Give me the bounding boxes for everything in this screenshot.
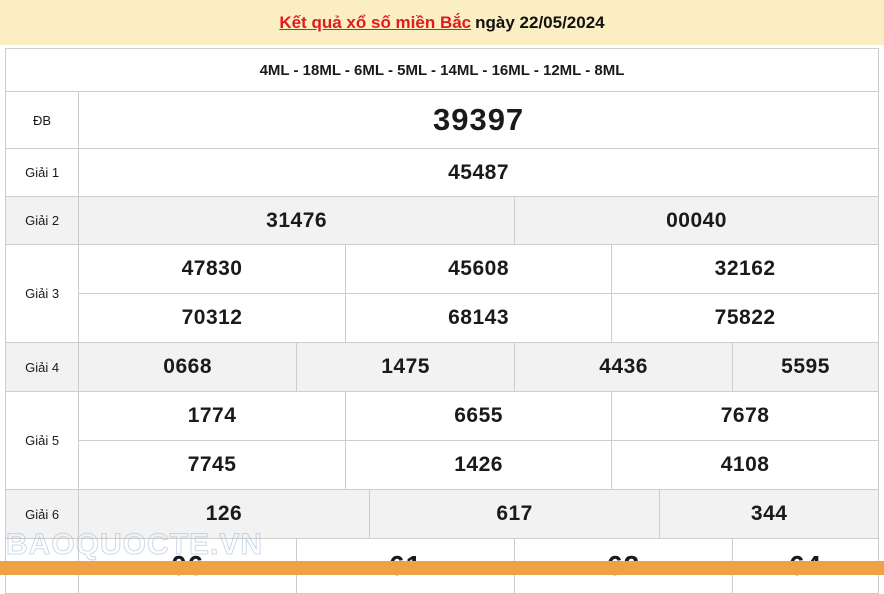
table-row-g4: Giải 4 0668 1475 4436 5595 [6, 342, 878, 392]
prize-subrow-g5-1: 1774 6655 7678 [79, 392, 878, 441]
province-list-row: 4ML - 18ML - 6ML - 5ML - 14ML - 16ML - 1… [6, 49, 878, 92]
prize-value-g5-2: 7678 [611, 392, 878, 441]
prize-subrow-g3-1: 47830 45608 32162 [79, 245, 878, 294]
row-label-g3: Giải 3 [6, 244, 80, 343]
prize-value-g3-0: 47830 [79, 245, 346, 294]
prize-value-g3-5: 75822 [611, 293, 878, 342]
page-header-banner: Kết quả xổ số miền Bắc ngày 22/05/2024 [0, 0, 884, 45]
prize-value-g5-1: 6655 [344, 392, 613, 441]
page-title: Kết quả xổ số miền Bắc ngày 22/05/2024 [279, 13, 604, 33]
prize-value-g6-0: 126 [78, 489, 370, 539]
table-row-g2: Giải 2 31476 00040 [6, 196, 878, 245]
prize-value-g3-3: 70312 [79, 293, 346, 342]
prize-value-g2-0: 31476 [78, 196, 516, 245]
prize-value-g4-3: 5595 [732, 342, 878, 392]
prize-value-g5-4: 1426 [344, 440, 613, 489]
prize-subrow-g5-2: 7745 1426 4108 [79, 440, 878, 489]
result-date: ngày 22/05/2024 [475, 12, 605, 32]
prize-value-g4-0: 0668 [78, 342, 298, 392]
lottery-results-table: 4ML - 18ML - 6ML - 5ML - 14ML - 16ML - 1… [6, 49, 878, 594]
table-row-g3: Giải 3 47830 45608 32162 70312 68143 758… [6, 244, 878, 343]
table-row-g5: Giải 5 1774 6655 7678 7745 1426 4108 [6, 391, 878, 490]
prize-value-g6-1: 617 [368, 489, 661, 539]
prize-value-g1-0: 45487 [78, 148, 878, 197]
prize-subtable-g5: 1774 6655 7678 7745 1426 4108 [79, 392, 878, 489]
prize-subrow-g3-2: 70312 68143 75822 [79, 293, 878, 342]
prize-value-g4-2: 4436 [514, 342, 734, 392]
prize-value-g3-1: 45608 [344, 245, 613, 294]
row-label-g2: Giải 2 [6, 196, 80, 245]
table-row-g6: Giải 6 126 617 344 [6, 489, 878, 539]
prize-value-g2-1: 00040 [514, 196, 878, 245]
prize-value-g5-0: 1774 [79, 392, 346, 441]
bottom-orange-bar [0, 561, 884, 575]
row-label-g6: Giải 6 [6, 489, 80, 539]
row-label-g4: Giải 4 [6, 342, 80, 392]
lottery-results-table-container: 4ML - 18ML - 6ML - 5ML - 14ML - 16ML - 1… [5, 48, 879, 594]
prize-subtable-g3: 47830 45608 32162 70312 68143 75822 [79, 245, 878, 342]
province-list-cell: 4ML - 18ML - 6ML - 5ML - 14ML - 16ML - 1… [6, 49, 878, 92]
row-label-g5: Giải 5 [6, 391, 80, 490]
prize-group-g5: 1774 6655 7678 7745 1426 4108 [78, 391, 878, 490]
prize-group-g3: 47830 45608 32162 70312 68143 75822 [78, 244, 878, 343]
lottery-result-link[interactable]: Kết quả xổ số miền Bắc [279, 12, 472, 32]
row-label-g1: Giải 1 [6, 148, 80, 197]
prize-value-g5-3: 7745 [79, 440, 346, 489]
table-row-db: ĐB 39397 [6, 91, 878, 149]
prize-value-db-0: 39397 [78, 91, 878, 149]
prize-value-g6-2: 344 [659, 489, 878, 539]
table-row-g1: Giải 1 45487 [6, 148, 878, 197]
prize-value-g5-5: 4108 [611, 440, 878, 489]
prize-value-g4-1: 1475 [296, 342, 516, 392]
prize-value-g3-4: 68143 [344, 293, 613, 342]
row-label-db: ĐB [6, 91, 80, 149]
prize-value-g3-2: 32162 [611, 245, 878, 294]
